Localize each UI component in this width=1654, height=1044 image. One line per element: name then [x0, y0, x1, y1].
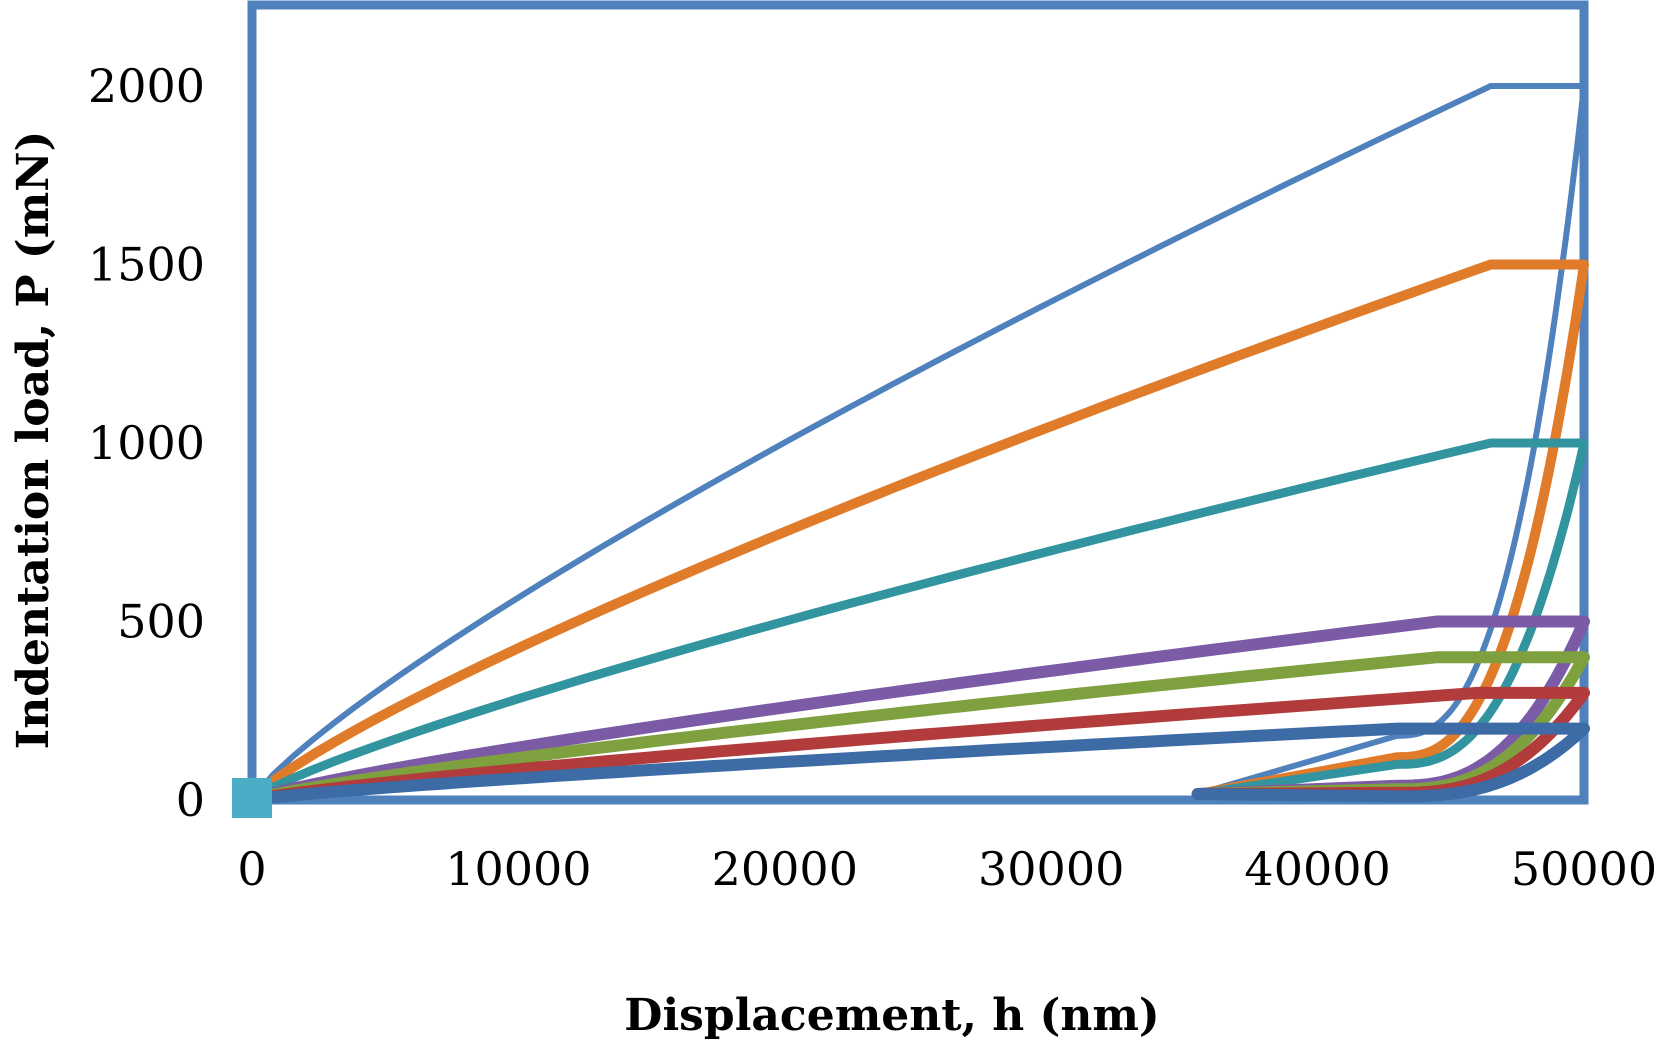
y-tick-label: 0 [176, 773, 205, 827]
loading-curve [249, 438, 1584, 804]
y-tick-label: 1500 [88, 238, 205, 292]
x-tick-label: 10000 [445, 842, 591, 896]
x-tick-label: 40000 [1244, 842, 1390, 896]
x-axis-title: Displacement, h (nm) [624, 990, 1159, 1041]
x-tick-label: 50000 [1511, 842, 1654, 896]
unloading-curve [1193, 438, 1589, 799]
loading-curve [250, 615, 1584, 806]
origin-marker [232, 778, 272, 818]
loading-curve [250, 686, 1584, 806]
series-1500 [248, 259, 1589, 804]
y-tick-label: 500 [117, 595, 205, 649]
series-1000 [249, 438, 1589, 804]
unloading-curve [1191, 722, 1590, 803]
unloading-curve [1192, 259, 1589, 799]
y-tick-labels: 0 500 1000 1500 2000 [88, 59, 205, 827]
loading-curve [250, 651, 1584, 806]
loading-curve [248, 259, 1584, 804]
y-axis-title: Indentation load, P (mN) [8, 131, 59, 750]
series-layer [232, 83, 1590, 818]
y-tick-label: 1000 [88, 416, 205, 470]
x-tick-label: 30000 [978, 842, 1124, 896]
x-tick-label: 0 [237, 842, 266, 896]
plot-frame [247, 0, 1589, 805]
loading-curve [251, 722, 1584, 806]
loading-curve [249, 83, 1584, 802]
y-tick-label: 2000 [88, 59, 205, 113]
x-tick-label: 20000 [712, 842, 858, 896]
x-tick-labels: 0 10000 20000 30000 40000 50000 [237, 842, 1654, 896]
series-200 [251, 722, 1590, 806]
